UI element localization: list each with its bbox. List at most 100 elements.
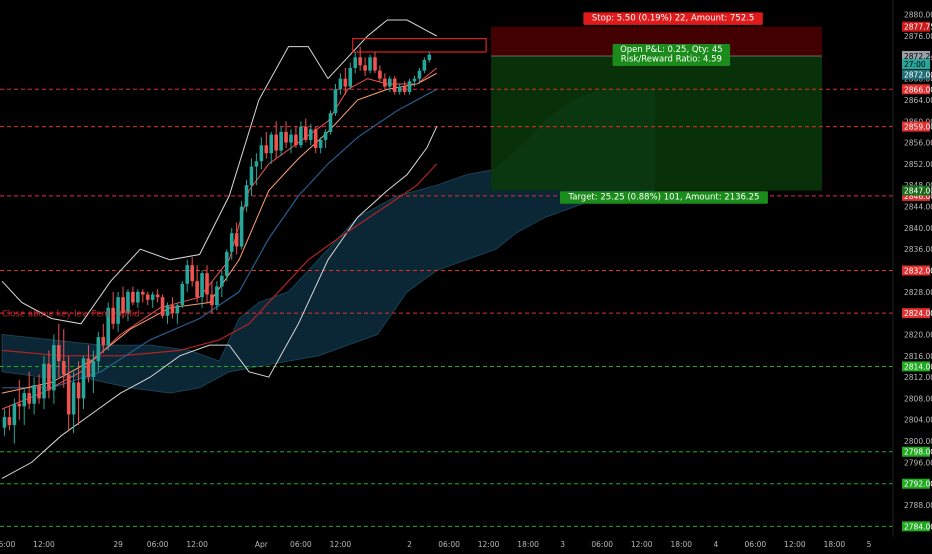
price-tag-text: 2872.25 (904, 52, 932, 61)
candle (402, 81, 407, 95)
candle (353, 51, 358, 74)
candle-body (294, 134, 298, 146)
x-tick-label: 06:00 (0, 540, 15, 549)
candle-body (427, 54, 432, 60)
candle (333, 83, 338, 116)
target-label-bg (560, 191, 768, 204)
candle-body (57, 345, 61, 362)
bollinger-lower-line (1, 126, 438, 479)
x-tick-label: Apr (255, 540, 269, 549)
candle-body (52, 345, 56, 391)
price-tag-text: 2847.00 (904, 187, 932, 196)
candle (160, 294, 165, 319)
level-tag: 2814.00 (902, 361, 932, 372)
candle-body (313, 129, 318, 148)
candle (205, 265, 209, 303)
x-tick-label: 06:00 (290, 540, 312, 549)
candle (229, 227, 234, 260)
x-tick-label: 12:00 (631, 540, 653, 549)
stop-label: Stop: 5.50 (0.19%) 22, Amount: 752.5 (583, 12, 763, 25)
resistance-box (352, 38, 487, 53)
candle (378, 65, 382, 82)
candle-body (264, 145, 269, 154)
candle-body (397, 86, 402, 92)
level-tag-text: 2846.00 (904, 192, 932, 201)
candle-body (279, 131, 283, 151)
candle (17, 379, 22, 420)
level-tag: 2832.00 (902, 265, 932, 276)
candle (136, 289, 140, 308)
candle-body (358, 57, 362, 66)
candle (126, 289, 130, 322)
y-tick-label: 2864.00 (904, 96, 932, 105)
candle-body (229, 233, 234, 252)
level-tag-text: 2814.00 (904, 362, 932, 371)
candle (269, 131, 274, 164)
candle (96, 331, 101, 372)
ma-red-line (1, 163, 438, 357)
level-tag: 2846.00 (902, 190, 932, 201)
price-tag: 2872.00 (902, 69, 932, 80)
bollinger-upper-line (1, 19, 437, 325)
price-tag-bg (902, 58, 930, 69)
y-tick-label: 2844.00 (904, 203, 932, 212)
candle (407, 78, 412, 95)
price-tag: 27:00 (902, 58, 930, 69)
candle (32, 377, 36, 415)
candle (57, 323, 61, 378)
y-tick-label: 2840.00 (904, 224, 932, 233)
candle (195, 265, 199, 303)
candle (155, 289, 160, 303)
y-tick-label: 2828.00 (904, 288, 932, 297)
candle (170, 297, 175, 319)
level-tag: 2859.00 (902, 121, 932, 132)
level-tag: 2784.00 (902, 521, 932, 532)
y-tick-label: 2836.00 (904, 245, 932, 254)
candle-body (150, 294, 155, 300)
candle (422, 57, 427, 74)
x-tick-label: 12:00 (478, 540, 500, 549)
candle-body (323, 131, 328, 140)
candle-body (234, 233, 239, 247)
candle (427, 51, 432, 63)
level-tag-bg (902, 265, 930, 276)
candle (358, 46, 362, 71)
candle-body (392, 78, 397, 92)
candle-body (368, 57, 372, 71)
candle-body (299, 126, 303, 146)
candle (185, 259, 190, 292)
candle (121, 286, 125, 319)
x-tick-label: 12:00 (186, 540, 208, 549)
candle-body (318, 139, 323, 148)
stop-label-bg (583, 12, 763, 25)
price-tag-bg (902, 50, 930, 61)
candle (348, 62, 353, 90)
ema-fast-line (1, 67, 438, 410)
candle-body (353, 57, 358, 68)
x-tick-label: 12:00 (784, 540, 806, 549)
candle-body (224, 251, 229, 276)
candle (397, 83, 402, 95)
candle-body (91, 361, 96, 378)
candle (210, 281, 214, 314)
target-label-text: Target: 25.25 (0.88%) 101, Amount: 2136.… (567, 192, 759, 202)
candle-body (333, 89, 338, 114)
candle-body (121, 297, 125, 314)
candle-body (244, 185, 249, 207)
level-tag-text: 2792.00 (904, 480, 932, 489)
x-tick-label: 12:00 (330, 540, 352, 549)
candle (12, 398, 17, 444)
candle-body (71, 382, 76, 415)
candle (111, 291, 115, 330)
level-tag-text: 2798.00 (904, 448, 932, 457)
candle-body (348, 67, 353, 87)
candle (244, 179, 249, 212)
candle-body (269, 134, 274, 154)
y-tick-label: 2796.00 (904, 458, 932, 467)
candle-body (66, 374, 71, 415)
candle-body (47, 363, 51, 391)
candle (37, 374, 41, 404)
y-tick-label: 2876.00 (904, 32, 932, 41)
candle-body (205, 273, 209, 295)
